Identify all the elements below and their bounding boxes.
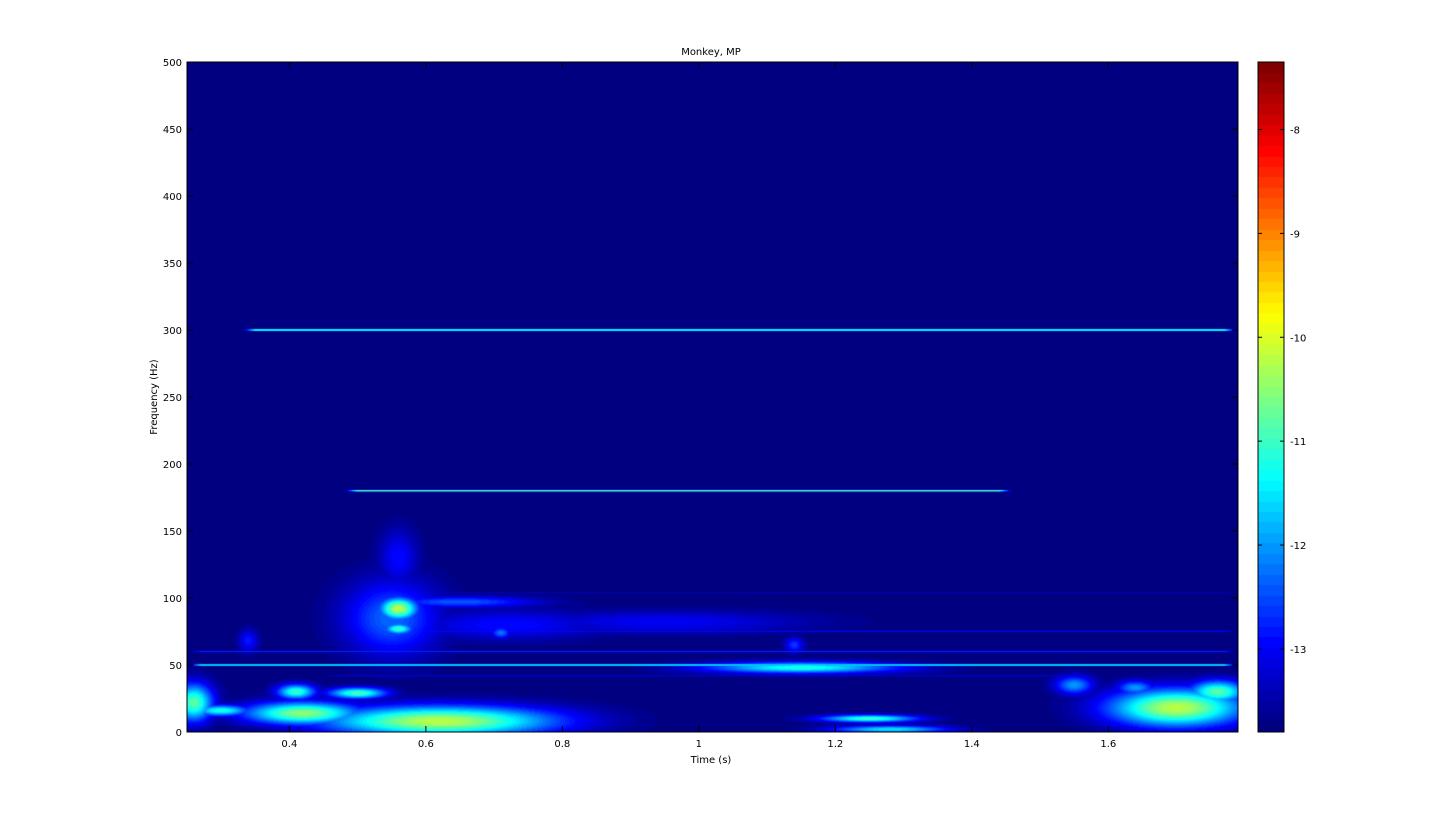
y-tick-label: 0	[176, 728, 182, 739]
y-tick-label: 400	[163, 192, 182, 203]
colorbar-tick-label: -8	[1290, 126, 1300, 137]
x-tick-label: 0.8	[554, 739, 570, 750]
y-tick-label: 100	[163, 594, 182, 605]
plot-area	[186, 61, 1239, 733]
y-tick-label: 450	[163, 125, 182, 136]
colorbar-frame	[1257, 61, 1285, 733]
y-tick-label: 500	[163, 58, 182, 69]
colorbar-tick-label: -9	[1290, 229, 1300, 240]
colorbar-ticks: -8 -9 -10 -11 -12 -13	[1258, 126, 1306, 656]
colorbar: -8 -9 -10 -11 -12 -13	[1257, 61, 1306, 733]
y-tick-label: 350	[163, 259, 182, 270]
x-tick-label: 1.2	[827, 739, 843, 750]
colorbar-tick-label: -12	[1290, 541, 1306, 552]
colorbar-tick-label: -11	[1290, 437, 1306, 448]
y-axis: 0 50 100 150 200 250 300 350 400 450 500	[163, 58, 1238, 739]
y-tick-label: 300	[163, 326, 182, 337]
y-tick-label: 200	[163, 460, 182, 471]
y-tick-label: 250	[163, 393, 182, 404]
heatmap-canvas-holder	[187, 62, 1238, 732]
colorbar-canvas-holder	[1258, 62, 1284, 732]
y-axis-label: Frequency (Hz)	[149, 359, 160, 435]
y-tick-label: 50	[169, 661, 182, 672]
colorbar-gradient	[1258, 62, 1284, 732]
x-tick-label: 1	[696, 739, 702, 750]
x-tick-label: 1.6	[1100, 739, 1116, 750]
chart-title: Monkey, MP	[681, 47, 741, 58]
x-tick-label: 0.4	[281, 739, 297, 750]
x-tick-label: 1.4	[964, 739, 980, 750]
x-tick-label: 0.6	[418, 739, 434, 750]
y-tick-label: 150	[163, 527, 182, 538]
x-axis-label: Time (s)	[690, 755, 732, 766]
colorbar-tick-label: -10	[1290, 333, 1306, 344]
spectrogram-heatmap	[187, 62, 1238, 732]
colorbar-tick-label: -13	[1290, 645, 1306, 656]
x-axis: 0.4 0.6 0.8 1 1.2 1.4 1.6	[281, 62, 1116, 750]
